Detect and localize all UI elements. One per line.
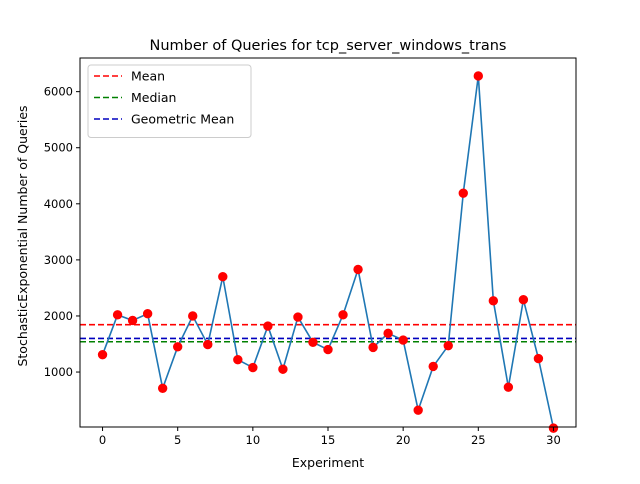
data-point [127,315,138,326]
y-tick-label: 6000 [44,85,73,99]
y-axis-label: StochasticExponential Number of Queries [15,105,30,366]
data-point [368,342,378,353]
legend-label: Mean [131,69,165,84]
legend: Mean Median Geometric Mean [87,64,252,138]
data-point [323,344,333,355]
data-point [533,353,544,364]
y-tick-label: 4000 [44,197,73,211]
legend-label: Median [131,90,176,105]
data-point [518,295,529,305]
reference-lines [80,323,576,343]
data-point [293,312,303,322]
data-point [353,264,363,275]
y-tick-label: 3000 [44,253,73,267]
data-point [157,383,168,394]
data-point [233,355,243,365]
data-point [248,362,258,373]
data-point [383,328,393,339]
data-point [413,405,423,415]
x-axis-label: Experiment [292,455,364,470]
legend-label: Geometric Mean [131,112,234,127]
data-series [97,71,559,433]
data-point [142,309,153,319]
data-point [97,349,108,360]
data-point [503,382,514,392]
data-point [443,340,453,351]
data-point [488,296,499,306]
x-tick-label: 15 [321,433,336,447]
y-tick-label: 5000 [44,141,73,155]
data-point [278,364,288,374]
x-tick-label: 25 [471,433,486,447]
legend-box [87,64,252,138]
data-point [458,188,468,198]
x-tick-label: 10 [246,433,261,447]
chart-title: Number of Queries for tcp_server_windows… [150,38,507,54]
data-point [428,361,438,372]
x-tick-label: 5 [174,433,181,447]
data-point [172,342,183,352]
y-tick-label: 1000 [44,365,73,379]
data-point [398,335,408,345]
data-point [112,310,123,320]
x-tick-label: 0 [99,433,106,447]
data-point [203,339,213,350]
x-tick-label: 30 [546,433,561,447]
data-point [473,71,484,81]
data-point [263,321,273,331]
x-tick-label: 20 [396,433,411,447]
data-point [218,272,228,282]
data-point [308,337,318,348]
axes: 0 5 10 15 20 25 30 1000 2000 3000 4000 5000 6000 [44,57,577,447]
y-tick-label: 2000 [44,309,73,323]
data-point [188,311,198,321]
data-point [338,310,348,320]
